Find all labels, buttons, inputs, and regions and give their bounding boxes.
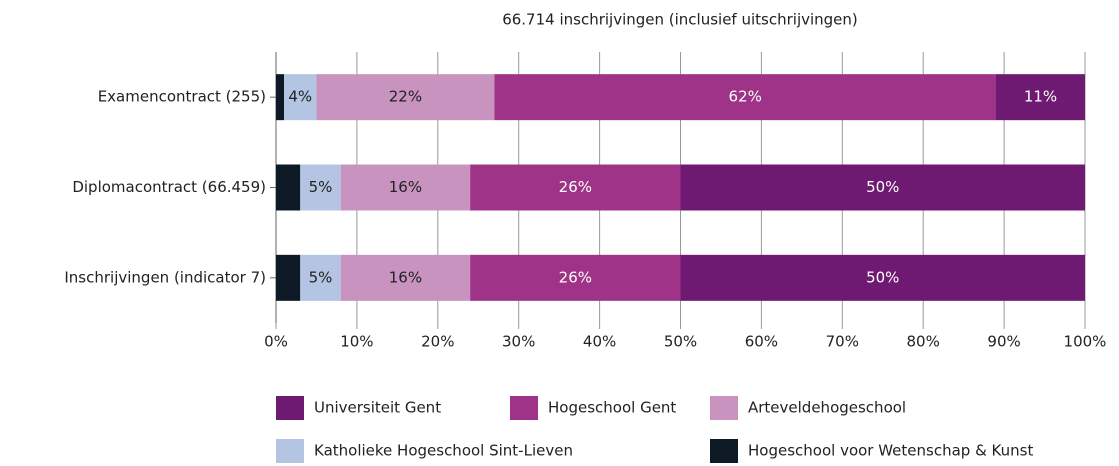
bar-segment (276, 254, 301, 301)
x-tick-label: 50% (664, 333, 697, 351)
legend-label: Hogeschool voor Wetenschap & Kunst (748, 442, 1033, 460)
data-label: 62% (729, 88, 762, 106)
bar-segment (284, 74, 317, 121)
data-label: 5% (309, 178, 333, 196)
y-tick-label: Inschrijvingen (indicator 7) (64, 268, 266, 286)
bar-segment (276, 164, 301, 211)
x-tick-label: 90% (987, 333, 1020, 351)
legend-label: Hogeschool Gent (548, 399, 676, 417)
data-label: 26% (559, 178, 592, 196)
x-tick-label: 70% (826, 333, 859, 351)
chart-title: 66.714 inschrijvingen (inclusief uitschr… (502, 11, 858, 29)
bar-segment (680, 164, 1085, 211)
bar-segment (470, 254, 681, 301)
data-label: 5% (309, 268, 333, 286)
x-tick-label: 0% (264, 333, 288, 351)
legend-label: Katholieke Hogeschool Sint-Lieven (314, 442, 573, 460)
bar-segment (340, 254, 471, 301)
data-label: 50% (866, 178, 899, 196)
x-tick-label: 60% (745, 333, 778, 351)
x-tick-label: 20% (421, 333, 454, 351)
x-tick-label: 30% (502, 333, 535, 351)
legend-swatch (276, 439, 304, 463)
data-label: 16% (389, 268, 422, 286)
data-label: 16% (389, 178, 422, 196)
bar-segment (494, 74, 997, 121)
data-label: 22% (389, 88, 422, 106)
y-tick-label: Diplomacontract (66.459) (72, 178, 266, 196)
bar-segment (316, 74, 495, 121)
bar-segment (300, 254, 341, 301)
legend-swatch (276, 396, 304, 420)
legend-label: Universiteit Gent (314, 399, 441, 417)
bar-segment (470, 164, 681, 211)
legend-swatch (510, 396, 538, 420)
bar-segment (300, 164, 341, 211)
bar-segment (680, 254, 1085, 301)
data-label: 26% (559, 268, 592, 286)
data-label: 11% (1024, 88, 1057, 106)
x-tick-label: 40% (583, 333, 616, 351)
y-tick-label: Examencontract (255) (98, 88, 266, 106)
x-tick-label: 10% (340, 333, 373, 351)
legend-swatch (710, 439, 738, 463)
bar-segment (340, 164, 471, 211)
x-tick-label: 80% (907, 333, 940, 351)
data-label: 50% (866, 268, 899, 286)
x-tick-label: 100% (1064, 333, 1107, 351)
bar-segment (276, 74, 285, 121)
legend-swatch (710, 396, 738, 420)
legend-label: Arteveldehogeschool (748, 399, 906, 417)
data-label: 4% (288, 88, 312, 106)
bar-segment (996, 74, 1085, 121)
